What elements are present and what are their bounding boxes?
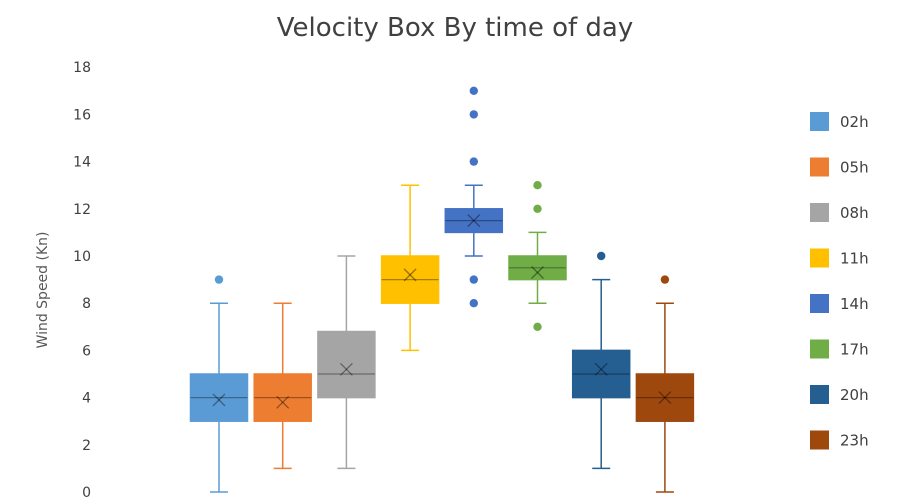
- outlier-point: [214, 275, 224, 284]
- legend-swatch-14h: [810, 294, 829, 313]
- legend-label-17h: 17h: [840, 341, 869, 359]
- y-tick-label: 18: [73, 60, 91, 76]
- mean-marker: [276, 395, 290, 409]
- box-08h: [317, 255, 376, 470]
- box-14h: [444, 86, 504, 308]
- y-tick-label: 10: [73, 249, 91, 265]
- y-axis-label: Wind Speed (Kn): [35, 232, 51, 349]
- y-tick-label: 14: [73, 155, 91, 171]
- legend-label-14h: 14h: [840, 295, 869, 313]
- box-iqr: [253, 373, 312, 422]
- mean-marker: [276, 395, 290, 409]
- box-02h: [189, 275, 249, 493]
- outlier-point: [469, 299, 478, 308]
- mean-marker: [658, 391, 672, 405]
- legend-label-08h: 08h: [840, 204, 869, 222]
- outlier-point: [533, 204, 542, 213]
- box-iqr: [508, 255, 567, 281]
- legend: 02h 05h 08h 11h 14h 17h 20h 23h: [810, 112, 869, 450]
- outlier-point: [469, 157, 478, 166]
- box-iqr: [189, 373, 249, 422]
- box-iqr: [444, 208, 504, 234]
- legend-swatch-05h: [810, 157, 829, 177]
- legend-label-20h: 20h: [840, 386, 869, 404]
- legend-swatch-17h: [810, 339, 829, 359]
- outlier-point: [533, 322, 542, 331]
- y-tick-label: 2: [82, 438, 91, 454]
- mean-marker: [658, 391, 672, 405]
- box-20h: [571, 251, 631, 470]
- mean-marker: [594, 362, 608, 376]
- outlier-point: [597, 251, 606, 261]
- outlier-point: [469, 275, 478, 284]
- box-iqr: [635, 373, 695, 422]
- y-tick-label: 8: [82, 296, 91, 312]
- box-iqr: [317, 330, 376, 399]
- mean-marker: [403, 268, 417, 282]
- mean-marker: [212, 393, 226, 407]
- mean-marker: [339, 362, 353, 376]
- mean-marker: [531, 266, 544, 279]
- legend-swatch-02h: [810, 112, 829, 131]
- y-axis-ticks: 0 2 4 6 8 10 12 14 16 18: [73, 60, 91, 501]
- mean-marker: [467, 214, 481, 228]
- chart-title: Velocity Box By time of day: [277, 13, 634, 43]
- mean-marker: [531, 266, 544, 279]
- y-tick-label: 0: [82, 485, 91, 501]
- box-iqr: [380, 255, 440, 304]
- legend-label-05h: 05h: [840, 159, 869, 177]
- outlier-point: [469, 86, 478, 96]
- legend-swatch-20h: [810, 385, 829, 404]
- box-iqr: [571, 349, 631, 399]
- box-17h: [508, 181, 567, 331]
- mean-marker: [403, 268, 417, 282]
- mean-marker: [339, 362, 353, 376]
- outlier-point: [660, 275, 670, 284]
- y-tick-label: 6: [82, 343, 91, 359]
- legend-swatch-23h: [810, 430, 829, 450]
- outlier-point: [533, 181, 542, 190]
- mean-marker: [467, 214, 481, 228]
- legend-label-02h: 02h: [840, 113, 869, 131]
- box-series-group: [189, 86, 695, 493]
- y-tick-label: 12: [73, 202, 91, 218]
- mean-marker: [212, 393, 226, 407]
- legend-swatch-08h: [810, 203, 829, 222]
- box-05h: [253, 302, 312, 470]
- mean-marker: [594, 362, 608, 376]
- y-tick-label: 16: [73, 107, 91, 123]
- box-11h: [380, 184, 440, 352]
- box-23h: [635, 275, 695, 493]
- legend-label-11h: 11h: [840, 250, 869, 268]
- legend-label-23h: 23h: [840, 432, 869, 450]
- legend-swatch-11h: [810, 248, 829, 268]
- outlier-point: [469, 110, 478, 119]
- y-tick-label: 4: [82, 391, 91, 407]
